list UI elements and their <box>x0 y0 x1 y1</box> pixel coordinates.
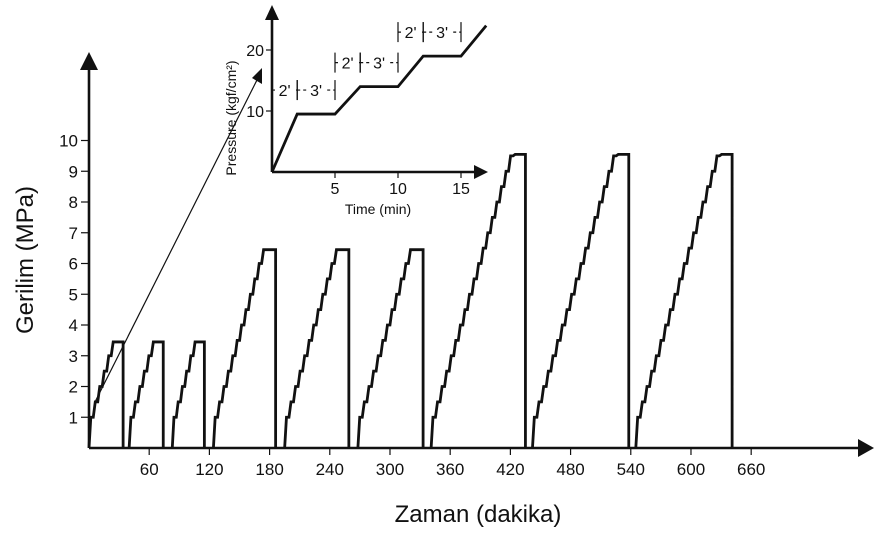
zoom-connector-line <box>94 77 259 403</box>
duration-label-bg <box>338 52 357 71</box>
y-tick-label: 9 <box>69 162 78 181</box>
x-tick-label: 540 <box>617 460 645 479</box>
y-tick-label: 3 <box>69 347 78 366</box>
load-cycle <box>170 340 206 449</box>
x-tick-label: 240 <box>316 460 344 479</box>
inset-y-tick-label: 20 <box>246 43 264 60</box>
inset-connector <box>94 68 262 403</box>
inset-x-axis-title: Time (min) <box>345 201 411 217</box>
y-tick-label: 8 <box>69 193 78 212</box>
load-cycle <box>283 248 351 449</box>
x-tick-label: 60 <box>140 460 159 479</box>
x-tick-label: 420 <box>496 460 524 479</box>
x-tick-label: 600 <box>677 460 705 479</box>
y-tick-label: 4 <box>69 316 78 335</box>
load-cycle <box>429 152 527 449</box>
x-tick-label: 360 <box>436 460 464 479</box>
duration-label-bg <box>401 22 420 41</box>
duration-label-bg <box>433 22 452 41</box>
y-tick-label: 5 <box>69 285 78 304</box>
x-axis-arrowhead <box>858 439 874 457</box>
duration-label: 2' <box>405 25 417 42</box>
inset-annotations: 2' 3' 2' 3' 2' 3' <box>271 22 462 101</box>
x-tick-label: 660 <box>737 460 765 479</box>
duration-label-bg <box>275 80 294 99</box>
x-axis-title: Zaman (dakika) <box>395 501 562 528</box>
load-cycle <box>127 340 165 449</box>
duration-label: 3' <box>310 83 322 100</box>
y-axis-arrowhead <box>80 52 98 70</box>
main-axes: 60 120 180 240 300 360 420 480 540 600 660 1 2 3 4 5 6 7 8… <box>12 52 874 528</box>
duration-label: 2' <box>279 83 291 100</box>
duration-label: 3' <box>373 56 385 73</box>
load-cycle <box>87 340 125 449</box>
y-tick-label: 6 <box>69 255 78 274</box>
y-tick-label: 1 <box>69 408 78 427</box>
zoom-connector-arrowhead <box>252 68 262 84</box>
y-tick-label: 10 <box>59 132 78 151</box>
duration-label: 2' <box>342 56 354 73</box>
inset-x-arrowhead <box>474 165 488 179</box>
inset-x-tick-label: 15 <box>452 181 470 198</box>
load-cycle <box>356 248 425 449</box>
inset-axes: 5 10 15 10 20 Time (min) Pressure (kgf/cm²) <box>223 5 488 217</box>
inset-y-axis-title: Pressure (kgf/cm²) <box>223 60 239 175</box>
duration-label-bg <box>370 52 389 71</box>
duration-label: 3' <box>436 25 448 42</box>
y-tick-label: 2 <box>69 378 78 397</box>
inset-pressure-line <box>270 24 488 173</box>
x-tick-label: 120 <box>195 460 223 479</box>
inset-y-tick-label: 10 <box>246 104 264 121</box>
x-tick-label: 180 <box>255 460 283 479</box>
load-cycle <box>531 152 631 449</box>
inset-y-arrowhead <box>265 5 279 20</box>
load-cycle <box>212 248 278 449</box>
inset-x-tick-label: 10 <box>389 181 407 198</box>
inset-x-tick-label: 5 <box>331 181 340 198</box>
load-cycle <box>634 152 734 449</box>
duration-label-bg <box>307 80 326 99</box>
main-series <box>87 152 734 449</box>
inset-series <box>270 24 488 173</box>
x-tick-label: 480 <box>556 460 584 479</box>
y-tick-label: 7 <box>69 224 78 243</box>
x-tick-label: 300 <box>376 460 404 479</box>
y-axis-title: Gerilim (MPa) <box>12 186 39 334</box>
